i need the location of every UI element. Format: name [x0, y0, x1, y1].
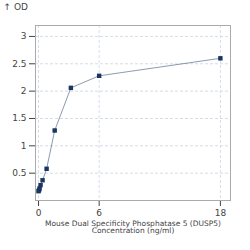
svg-text:2: 2 — [21, 86, 27, 96]
svg-text:2.5: 2.5 — [12, 59, 26, 69]
svg-text:3: 3 — [21, 31, 27, 41]
svg-text:6: 6 — [96, 208, 102, 218]
svg-text:18: 18 — [215, 208, 227, 218]
svg-text:0: 0 — [36, 208, 42, 218]
svg-text:0.5: 0.5 — [12, 168, 26, 178]
svg-text:1.5: 1.5 — [12, 113, 26, 123]
svg-text:Mouse Dual Specificity Phospha: Mouse Dual Specificity Phosphatase 5 (DU… — [45, 219, 221, 236]
svg-text:1: 1 — [21, 141, 27, 151]
svg-text:↑ OD: ↑ OD — [4, 2, 28, 12]
